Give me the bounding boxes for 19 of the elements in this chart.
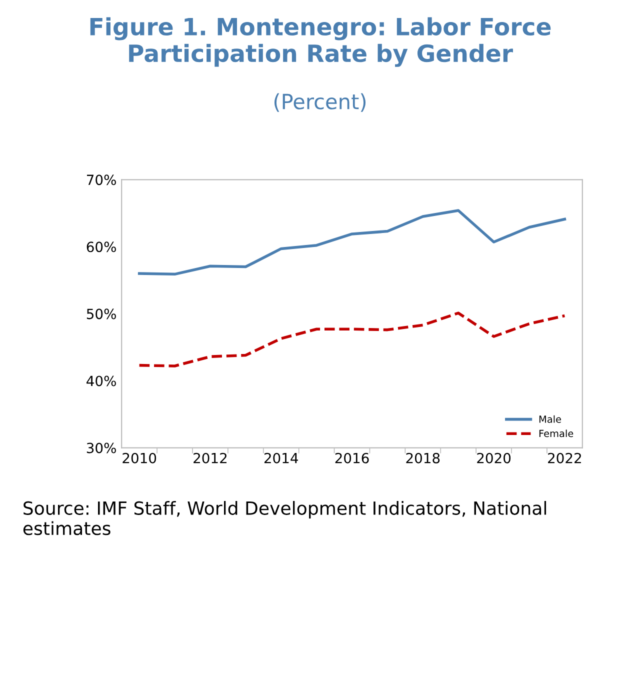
- y-tick-label: 50%: [86, 308, 116, 320]
- legend-label: Female: [539, 430, 574, 438]
- x-tick-label: 2012: [194, 452, 226, 464]
- line-series: [138, 209, 566, 276]
- x-tick-label: 2022: [548, 452, 581, 464]
- chart-title: Figure 1. Montenegro: Labor Force Participation Rate by Gender: [90, 17, 551, 67]
- chart-subtitle: (Percent): [274, 93, 366, 112]
- x-tick-label: 2020: [477, 452, 511, 464]
- legend-label: Male: [539, 415, 562, 423]
- x-tick-label: 2018: [406, 452, 440, 464]
- y-tick-label: 70%: [87, 174, 116, 186]
- x-tick-label: 2014: [264, 452, 298, 464]
- line-series: [138, 312, 566, 368]
- x-tick-label: 2016: [335, 452, 369, 464]
- x-tick-label: 2010: [122, 452, 156, 464]
- y-tick-label: 60%: [86, 242, 116, 252]
- source-note: Source: IMF Staff, World Development Indicators, National estimates: [23, 500, 546, 536]
- y-tick-label: 40%: [86, 376, 116, 386]
- y-tick-label: 30%: [86, 442, 116, 454]
